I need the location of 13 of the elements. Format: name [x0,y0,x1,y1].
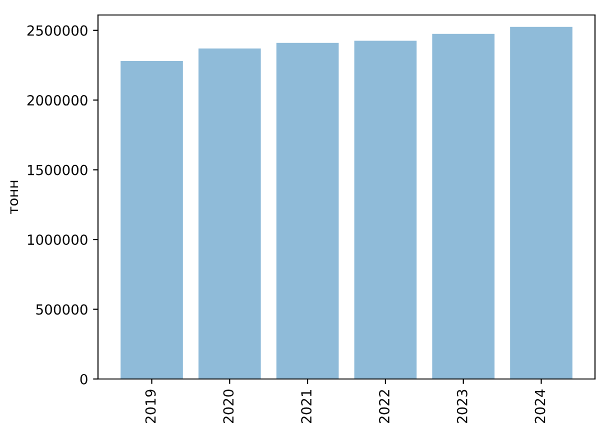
y-tick-label: 2500000 [27,25,88,36]
y-tick-label: 2000000 [27,95,88,106]
x-tick-label: 2020 [223,390,234,424]
y-axis-title: тонн [10,180,18,214]
y-tick-label: 500000 [36,304,88,315]
x-tick-label: 2021 [301,390,312,424]
x-tick-label: 2019 [145,390,156,424]
y-tick-label: 1000000 [28,234,88,246]
y-tick-label: 0 [80,374,88,384]
x-tick-label: 2022 [378,390,390,424]
x-tick-label: 2024 [534,390,546,424]
x-tick-label: 2023 [456,390,468,424]
y-tick-label: 1500000 [28,164,88,176]
